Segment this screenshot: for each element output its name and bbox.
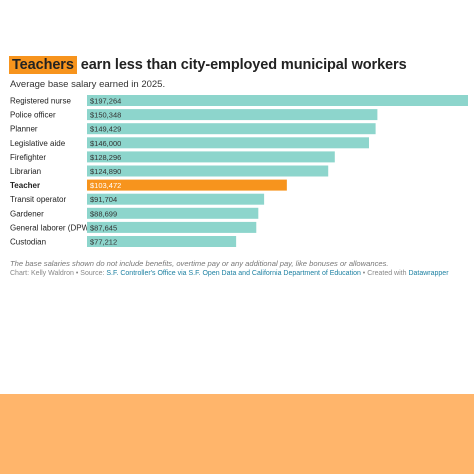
value-label-firefighter: $128,296 xyxy=(90,153,121,162)
bar-librarian xyxy=(87,165,329,177)
bar-police-officer xyxy=(87,109,378,121)
bar-general-laborer-dpw xyxy=(87,221,257,233)
bar-firefighter xyxy=(87,151,335,163)
value-label-police-officer: $150,348 xyxy=(90,111,121,120)
category-label-general-laborer-dpw: General laborer (DPW) xyxy=(10,223,92,232)
value-label-teacher: $103,472 xyxy=(90,181,121,190)
bar-registered-nurse xyxy=(87,95,468,106)
category-label-legislative-aide: Legislative aide xyxy=(10,139,66,148)
value-label-planner: $149,429 xyxy=(90,125,121,134)
title-rest: earn less than city-employed municipal w… xyxy=(76,57,407,73)
chart-subtitle: Average base salary earned in 2025. xyxy=(10,79,166,90)
bar-transit-operator xyxy=(87,193,265,205)
category-label-police-officer: Police officer xyxy=(10,111,56,120)
category-label-teacher: Teacher xyxy=(10,181,40,190)
bar-planner xyxy=(87,123,376,135)
value-label-gardener: $88,699 xyxy=(90,209,117,218)
credit-author: Chart: Kelly Waldron xyxy=(10,270,74,277)
category-label-custodian: Custodian xyxy=(10,238,46,247)
bar-chart: Registered nurse $197,264 Police officer $1… xyxy=(10,95,468,247)
value-label-librarian: $124,890 xyxy=(90,167,121,176)
bar-legislative-aide xyxy=(87,137,369,149)
value-label-general-laborer-dpw: $87,645 xyxy=(90,223,117,232)
category-label-firefighter: Firefighter xyxy=(10,153,46,162)
category-label-planner: Planner xyxy=(10,125,38,134)
category-label-gardener: Gardener xyxy=(10,209,44,218)
value-label-legislative-aide: $146,000 xyxy=(90,139,121,148)
category-label-registered-nurse: Registered nurse xyxy=(10,97,71,106)
title-highlight: Teachers xyxy=(9,56,77,74)
chart-note: The base salaries shown do not include b… xyxy=(10,259,389,268)
chart-title: Teachers earn less than city-employed mu… xyxy=(9,56,407,74)
source-link[interactable]: S.F. Controller's Office via S.F. Open D… xyxy=(106,270,361,277)
datawrapper-link[interactable]: Datawrapper xyxy=(408,270,449,277)
bar-gardener xyxy=(87,207,259,219)
credit-source-prefix: • Source: xyxy=(73,270,107,277)
value-label-custodian: $77,212 xyxy=(90,238,117,247)
value-label-registered-nurse: $197,264 xyxy=(90,97,121,106)
bar-teacher xyxy=(87,179,287,191)
category-label-transit-operator: Transit operator xyxy=(10,195,67,204)
category-label-librarian: Librarian xyxy=(10,167,41,176)
credit-created-prefix: • Created with xyxy=(360,270,409,277)
bar-custodian xyxy=(87,236,237,247)
value-label-transit-operator: $91,704 xyxy=(90,195,117,204)
footer-band xyxy=(0,394,474,474)
chart-credits: Chart: Kelly Waldron • Source: S.F. Cont… xyxy=(10,270,449,277)
